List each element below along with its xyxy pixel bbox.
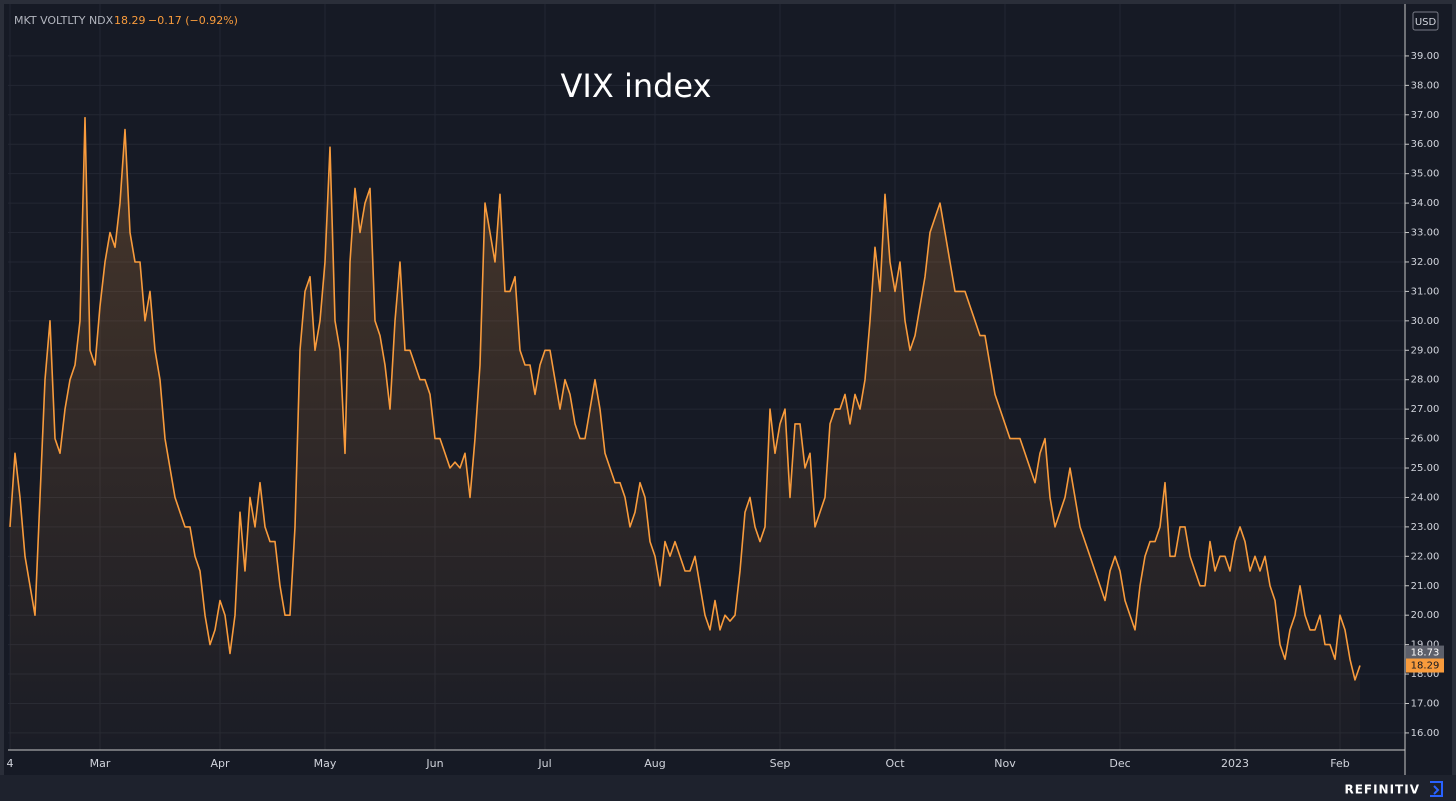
currency: USD: [1415, 17, 1437, 28]
price-change: −0.17 (−0.92%): [148, 14, 238, 27]
y-tick-label: 20.00: [1411, 610, 1440, 621]
currency-box: [1412, 11, 1439, 31]
x-tick-label: 2023: [1221, 757, 1249, 770]
line: [9, 116, 1361, 681]
x-tick-label: Mar: [90, 757, 111, 770]
x-tick-label: 4: [7, 757, 14, 770]
x-tick-label: Dec: [1109, 757, 1130, 770]
y-tick-label: 33.00: [1411, 228, 1440, 239]
series-name: MKT VOLTLTY NDX: [14, 14, 114, 27]
x-tick-label: Jun: [425, 757, 443, 770]
y-tick-label: 25.00: [1411, 463, 1440, 474]
footer-bar: [0, 775, 1456, 801]
x-tick-label: Feb: [1330, 757, 1349, 770]
y-tick-label: 19.00: [1411, 640, 1440, 651]
area-fill: [10, 117, 1360, 750]
y-tick-label: 34.00: [1411, 198, 1440, 209]
y-tick-label: 21.00: [1411, 581, 1440, 592]
x-tick-label: Sep: [770, 757, 791, 770]
y-tick-label: 27.00: [1411, 404, 1440, 415]
y-tick-label: 36.00: [1411, 139, 1440, 150]
last-price-label-box: [1406, 658, 1444, 673]
y-tick-label: 31.00: [1411, 286, 1440, 297]
y-tick-label: 16.00: [1411, 728, 1440, 739]
y-tick-label: 39.00: [1411, 51, 1440, 62]
x-tick-label: May: [314, 757, 337, 770]
y-tick-label: 32.00: [1411, 257, 1440, 268]
prev-close-label-box: [1406, 645, 1444, 660]
y-tick-label: 17.00: [1411, 698, 1440, 709]
x-tick-label: Apr: [210, 757, 230, 770]
prev-close-label: 18.73: [1411, 648, 1440, 659]
x-tick-label: Oct: [885, 757, 905, 770]
y-tick-label: 23.00: [1411, 522, 1440, 533]
last-price-label: 18.29: [1411, 661, 1440, 672]
y-tick-label: 26.00: [1411, 434, 1440, 445]
y-tick-label: 18.00: [1411, 669, 1440, 680]
brand-logo: [1430, 781, 1443, 797]
last-price: 18.29: [114, 14, 146, 27]
y-tick-label: 29.00: [1411, 345, 1440, 356]
y-tick-label: 38.00: [1411, 80, 1440, 91]
y-tick-label: 35.00: [1411, 169, 1440, 180]
x-tick-label: Nov: [994, 757, 1016, 770]
y-tick-label: 30.00: [1411, 316, 1440, 327]
y-tick-label: 28.00: [1411, 375, 1440, 386]
y-tick-label: 22.00: [1411, 551, 1440, 562]
y-tick-label: 37.00: [1411, 110, 1440, 121]
x-tick-label: Jul: [537, 757, 551, 770]
chart-title: VIX index: [561, 67, 712, 105]
brand: REFINITIV: [1344, 783, 1420, 797]
x-tick-label: Aug: [644, 757, 665, 770]
y-tick-label: 24.00: [1411, 492, 1440, 503]
